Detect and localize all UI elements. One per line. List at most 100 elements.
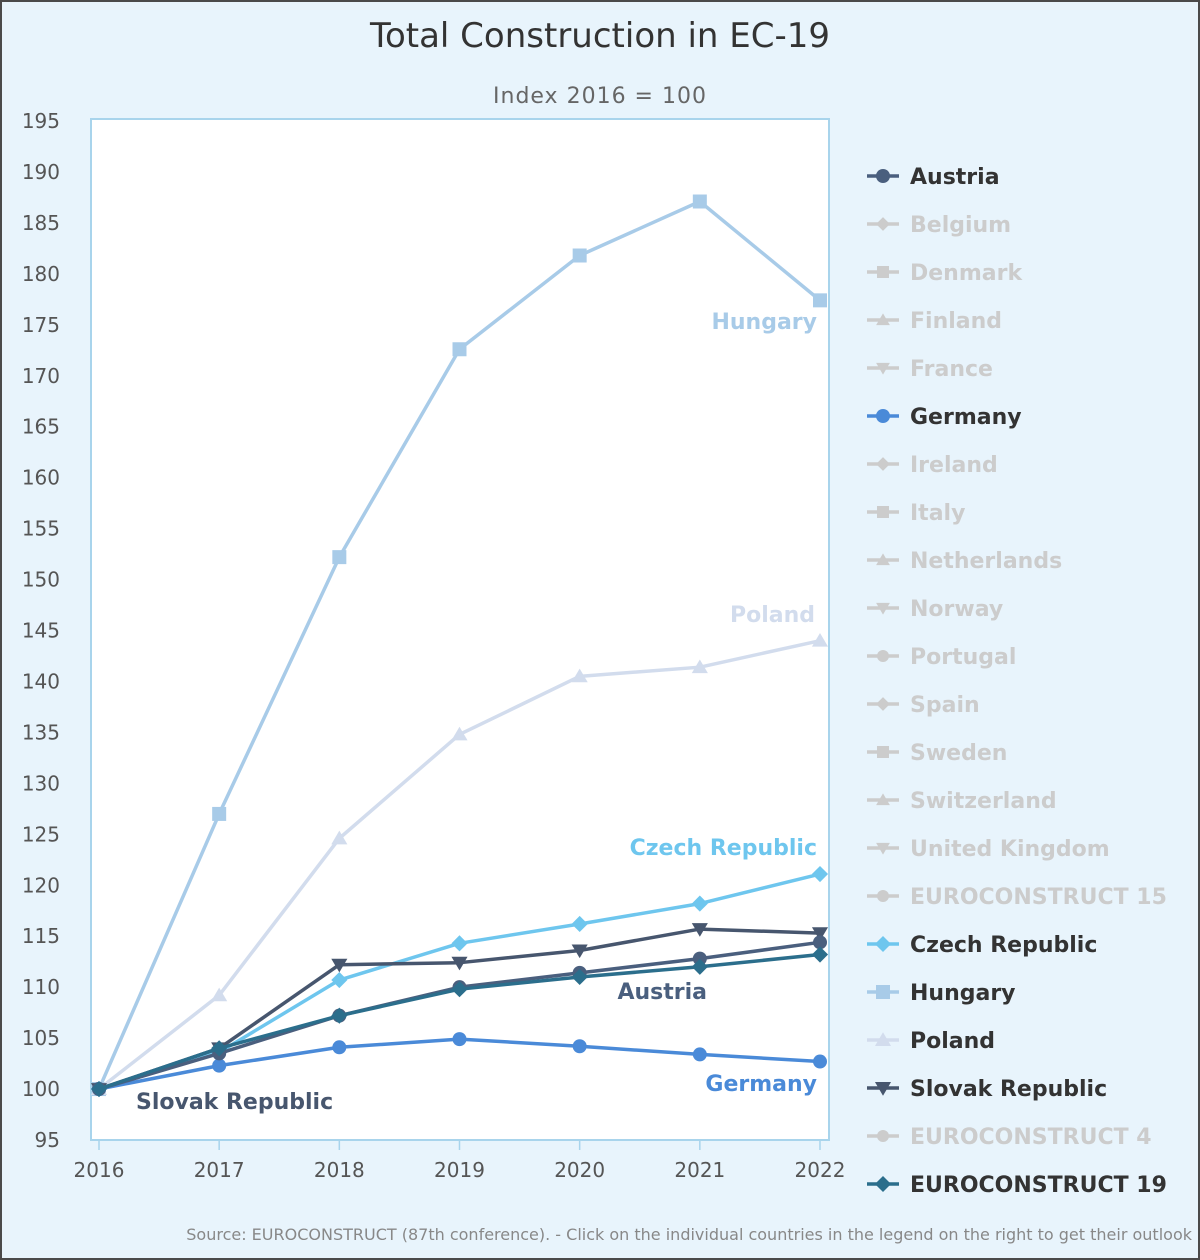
data-point-germany (813, 1054, 827, 1069)
data-point-hungary (452, 342, 467, 357)
data-point-austria (692, 951, 707, 966)
legend-marker (876, 985, 890, 999)
legend-marker (874, 935, 892, 953)
legend-label: Poland (910, 1029, 995, 1054)
legend-marker (876, 602, 890, 615)
legend-item-spain[interactable]: Spain (867, 693, 980, 718)
legend-label: EUROCONSTRUCT 19 (910, 1173, 1167, 1198)
y-tick-label: 105 (22, 1026, 60, 1050)
legend-item-austria[interactable]: Austria (867, 165, 1000, 190)
legend-label: France (910, 357, 993, 382)
legend-label: Ireland (910, 453, 998, 478)
legend-item-poland[interactable]: Poland (867, 1029, 995, 1054)
y-tick-label: 145 (22, 619, 60, 643)
y-axis: 95 100 105 110 115 120 125 130 135 140 145 150 155 16… (22, 109, 60, 1152)
data-point-germany (212, 1058, 227, 1073)
y-tick-label: 140 (22, 669, 60, 693)
data-point-hungary (572, 248, 587, 263)
data-point-poland (571, 668, 588, 683)
legend-label: Austria (910, 165, 1000, 190)
y-tick-label: 160 (22, 466, 60, 490)
legend-label: Netherlands (910, 549, 1062, 574)
legend-marker (877, 266, 889, 278)
legend-marker (877, 650, 889, 662)
data-point-euroconstruct-19 (571, 968, 588, 986)
x-tick-label: 2017 (194, 1158, 245, 1182)
y-tick-label: 185 (22, 211, 60, 235)
legend-item-netherlands[interactable]: Netherlands (867, 549, 1062, 574)
series-group (90, 194, 829, 1098)
x-tick-label: 2018 (314, 1158, 365, 1182)
data-point-euroconstruct-19 (451, 981, 468, 998)
legend-item-italy[interactable]: Italy (867, 501, 965, 526)
legend-label: Norway (910, 597, 1003, 622)
data-point-hungary (212, 806, 227, 821)
series-label-hungary: Hungary (711, 310, 817, 335)
y-tick-label: 165 (22, 415, 60, 439)
legend-item-ireland[interactable]: Ireland (867, 453, 998, 478)
data-point-czech-republic (331, 971, 348, 989)
plot-area (90, 118, 830, 1141)
chart-title: Total Construction in EC-19 (369, 16, 830, 56)
legend-label: Italy (910, 501, 965, 526)
legend-item-sweden[interactable]: Sweden (867, 741, 1007, 766)
legend-marker (876, 362, 890, 375)
series-label-austria: Austria (617, 980, 707, 1005)
legend-label: Denmark (910, 261, 1023, 286)
legend-item-switzerland[interactable]: Switzerland (867, 789, 1057, 814)
data-point-poland (691, 659, 708, 674)
legend-item-euroconstruct-4[interactable]: EUROCONSTRUCT 4 (867, 1125, 1152, 1150)
data-point-poland (211, 987, 228, 1002)
legend-marker (877, 890, 889, 902)
data-point-poland (331, 830, 348, 845)
data-point-czech-republic (571, 915, 588, 933)
data-point-euroconstruct-19 (691, 958, 708, 975)
x-tick-label: 2022 (795, 1158, 846, 1182)
series-euroconstruct-19 (90, 946, 829, 1098)
legend-label: Portugal (910, 645, 1016, 670)
legend-item-germany[interactable]: Germany (867, 405, 1022, 430)
legend-item-denmark[interactable]: Denmark (867, 261, 1023, 286)
y-tick-label: 125 (22, 822, 60, 846)
data-point-hungary (332, 550, 347, 565)
y-tick-label: 130 (22, 771, 60, 795)
data-point-slovak-republic (451, 956, 468, 971)
x-tick-label: 2021 (674, 1158, 725, 1182)
legend-item-belgium[interactable]: Belgium (867, 213, 1011, 238)
x-axis: 2016 2017 2018 2019 2020 2021 2022 (74, 1140, 846, 1182)
data-point-hungary (692, 194, 707, 209)
legend-marker (874, 1082, 892, 1096)
y-tick-label: 180 (22, 262, 60, 286)
legend-marker (877, 1130, 889, 1142)
legend-item-euroconstruct-15[interactable]: EUROCONSTRUCT 15 (867, 885, 1167, 910)
data-point-czech-republic (691, 895, 708, 912)
legend-marker (876, 169, 890, 183)
data-point-euroconstruct-19 (211, 1040, 228, 1057)
data-point-slovak-republic (331, 958, 348, 973)
x-tick-label: 2019 (434, 1158, 485, 1182)
data-point-germany (332, 1040, 347, 1055)
legend-item-slovak-republic[interactable]: Slovak Republic (867, 1077, 1107, 1102)
legend-label: EUROCONSTRUCT 4 (910, 1125, 1152, 1150)
data-point-hungary (813, 293, 827, 308)
legend-item-czech-republic[interactable]: Czech Republic (867, 933, 1097, 958)
series-labels: Austria Germany Czech Republic Hungary Polan… (136, 310, 817, 1115)
legend-item-finland[interactable]: Finland (867, 309, 1002, 334)
legend-item-norway[interactable]: Norway (867, 597, 1003, 622)
data-point-germany (452, 1032, 467, 1047)
legend-item-france[interactable]: France (867, 357, 993, 382)
legend-item-euroconstruct-19[interactable]: EUROCONSTRUCT 19 (867, 1173, 1167, 1198)
data-point-czech-republic (451, 935, 468, 952)
y-tick-label: 155 (22, 517, 60, 541)
legend-label: Spain (910, 693, 980, 718)
data-point-poland (451, 726, 468, 741)
legend-marker (876, 457, 890, 471)
legend-item-united-kingdom[interactable]: United Kingdom (867, 837, 1110, 862)
legend-item-hungary[interactable]: Hungary (867, 981, 1016, 1006)
y-tick-label: 190 (22, 160, 60, 184)
legend-marker (876, 409, 890, 423)
legend-item-portugal[interactable]: Portugal (867, 645, 1016, 670)
legend-label: Switzerland (910, 789, 1057, 814)
legend-label: Belgium (910, 213, 1011, 238)
